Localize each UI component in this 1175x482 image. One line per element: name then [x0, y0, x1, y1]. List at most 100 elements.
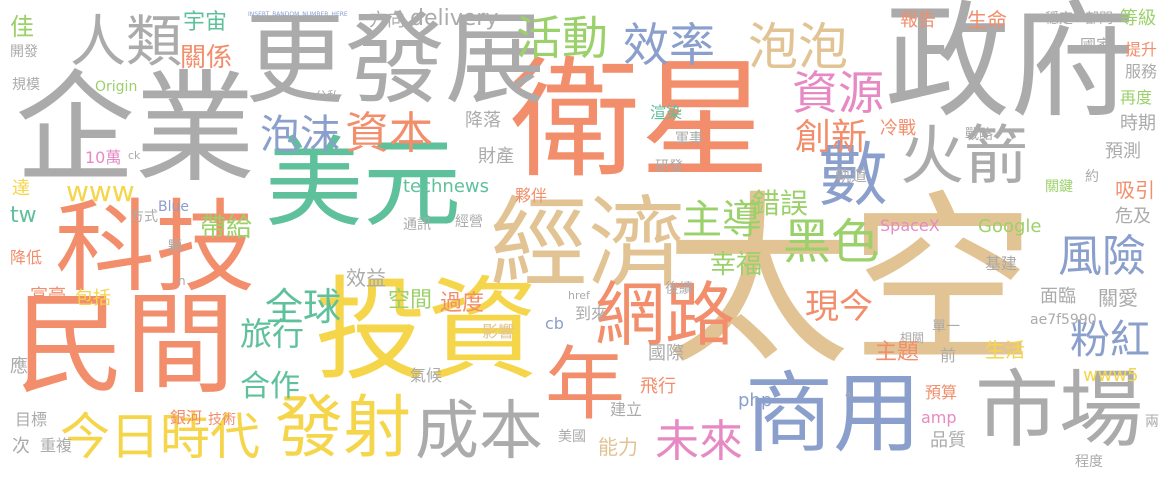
word-吸引: 吸引	[1115, 178, 1155, 202]
word-飛行: 飛行	[640, 376, 676, 397]
word-美元: 美元	[265, 127, 462, 241]
word-泡泡: 泡泡	[748, 18, 848, 76]
word-開發: 開發	[10, 44, 38, 60]
word-旅行: 旅行	[240, 315, 305, 353]
word-程度: 程度	[1075, 454, 1103, 470]
word-Google: Google	[978, 216, 1042, 237]
word-INSERT_RANDOM_NUMBER_HERE: INSERT_RANDOM_NUMBER_HERE	[248, 11, 348, 18]
word-提升: 提升	[1125, 40, 1158, 59]
word-活動: 活動	[516, 11, 608, 65]
word-科技: 科技	[55, 189, 255, 306]
word-重複: 重複	[40, 436, 73, 455]
word-合作: 合作	[240, 369, 300, 404]
word-cb: cb	[545, 314, 564, 333]
word-基建: 基建	[985, 254, 1018, 273]
word-時期: 時期	[1120, 113, 1156, 134]
word-現今: 現今	[805, 287, 873, 327]
word-Blue: Blue	[158, 199, 189, 215]
word-錯誤: 錯誤	[752, 187, 809, 220]
word-technews: technews	[403, 176, 490, 197]
word-網路: 網路	[595, 274, 735, 356]
word-資本: 資本	[345, 108, 433, 159]
word-www: www	[66, 175, 135, 208]
word-富豪: 富豪	[30, 286, 66, 307]
word-效率: 效率	[623, 18, 715, 72]
word-資源: 資源	[792, 66, 884, 120]
word-主導: 主導	[682, 197, 762, 243]
word-銀河: 銀河	[170, 408, 203, 427]
word-未來: 未來	[655, 416, 743, 467]
word-生活: 生活	[985, 338, 1025, 362]
word-黑色: 黑色	[783, 214, 880, 270]
word-tw: tw	[10, 203, 37, 228]
word-面臨: 面臨	[1040, 286, 1076, 307]
word-包括: 包括	[75, 288, 111, 309]
word-商用: 商用	[745, 362, 922, 465]
word-降落: 降落	[465, 110, 501, 131]
word-效益: 效益	[346, 266, 386, 290]
word-泡沫: 泡沫	[260, 112, 340, 158]
word-再度: 再度	[1120, 88, 1153, 107]
word-數: 數	[818, 134, 888, 216]
word-渲染: 渲染	[650, 103, 683, 122]
word-約: 約	[1085, 169, 1099, 185]
word-發射: 發射	[275, 389, 412, 468]
word-通訊: 通訊	[403, 217, 431, 233]
word-更發展: 更發展	[245, 1, 545, 118]
word-a: a	[845, 389, 852, 400]
word-方式: 方式	[130, 209, 158, 225]
word-市場: 市場	[975, 361, 1144, 459]
word-成本: 成本	[415, 395, 543, 469]
word-冷戰: 冷戰	[880, 118, 916, 139]
word-政府: 政府	[885, 0, 1135, 135]
word-到來: 到來	[575, 304, 608, 323]
word-預測: 預測	[1105, 141, 1141, 162]
word-國家: 國家	[1080, 36, 1113, 55]
word-年: 年	[545, 338, 625, 431]
word-技術: 技術	[208, 412, 236, 428]
word-宇宙: 宇宙	[183, 10, 228, 35]
word-n: n	[178, 274, 186, 288]
word-部門: 部門	[1085, 11, 1113, 27]
word-ae7f5990: ae7f5990	[1030, 312, 1097, 328]
word-後續: 後續	[665, 281, 693, 297]
word-帶給: 帶給	[200, 213, 253, 243]
word-夥伴: 夥伴	[515, 186, 548, 205]
word-服務: 服務	[1125, 62, 1158, 81]
word-相關: 相關	[900, 331, 925, 345]
word-www5: www5	[1083, 365, 1139, 386]
word-應: 應	[10, 356, 28, 377]
word-軍事: 軍事	[675, 131, 703, 147]
word-建立: 建立	[610, 400, 643, 419]
word-前: 前	[940, 346, 957, 365]
word-研發: 研發	[655, 159, 683, 175]
word-達: 達	[12, 178, 30, 199]
word-財產: 財產	[478, 146, 514, 167]
word-危及: 危及	[1115, 206, 1151, 227]
word-過度: 過度	[440, 291, 485, 316]
word-公私: 公私	[315, 89, 340, 103]
word-氣候: 氣候	[410, 366, 443, 385]
word-主題: 主題	[875, 340, 920, 365]
word-人類: 人類	[70, 10, 182, 75]
word-delivery: delivery	[410, 6, 499, 31]
word-火箭: 火箭	[900, 120, 1028, 194]
word-粉紅: 粉紅	[1070, 317, 1150, 363]
word-等級: 等級	[1120, 8, 1156, 29]
word-經營: 經營	[455, 214, 483, 230]
word-關鍵: 關鍵	[1045, 179, 1073, 195]
word-今日時代: 今日時代	[60, 408, 260, 466]
word-10萬: 10萬	[85, 148, 122, 167]
word-太空: 太空	[665, 174, 1035, 390]
word-規模: 規模	[12, 77, 40, 93]
word-預算: 預算	[925, 383, 958, 402]
word-降低: 降低	[10, 248, 43, 267]
word-國際: 國際	[648, 343, 684, 364]
word-amp: amp	[921, 408, 957, 427]
word-空間: 空間	[388, 288, 433, 313]
word-幸福: 幸福	[710, 250, 763, 280]
word-風險: 風險	[1058, 231, 1146, 282]
word-關係: 關係	[180, 43, 233, 73]
word-顆: 顆	[168, 239, 182, 255]
